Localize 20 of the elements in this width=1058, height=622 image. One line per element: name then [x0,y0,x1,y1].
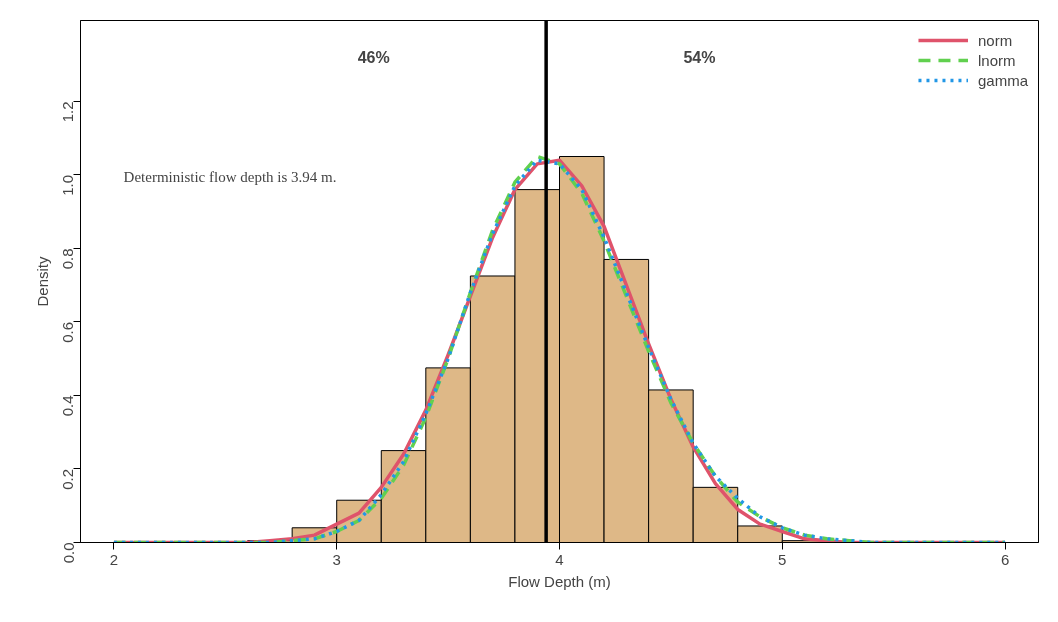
x-tick-label: 5 [778,550,787,568]
y-tick-label: 0.0 [59,542,77,564]
x-tick-label: 4 [555,550,564,568]
y-tick-label: 1.2 [59,101,77,123]
legend-label: gamma [977,71,1028,89]
annotation: 46% [357,48,390,66]
y-tick-label: 0.6 [59,321,77,343]
x-tick-label: 3 [332,550,341,568]
annotation: Deterministic flow depth is 3.94 m. [123,169,337,186]
y-tick-label: 0.4 [59,395,77,417]
legend-label: norm [977,31,1013,49]
legend-label: lnorm [977,51,1016,69]
x-axis-title: Flow Depth (m) [508,572,611,590]
y-tick-label: 0.8 [59,248,77,270]
y-tick-label: 1.0 [59,174,77,196]
annotation: 54% [683,48,716,66]
x-tick-label: 2 [109,550,119,568]
y-tick-label: 0.2 [59,468,77,490]
x-tick-label: 6 [1000,550,1010,568]
y-axis-title: Density [33,255,51,307]
